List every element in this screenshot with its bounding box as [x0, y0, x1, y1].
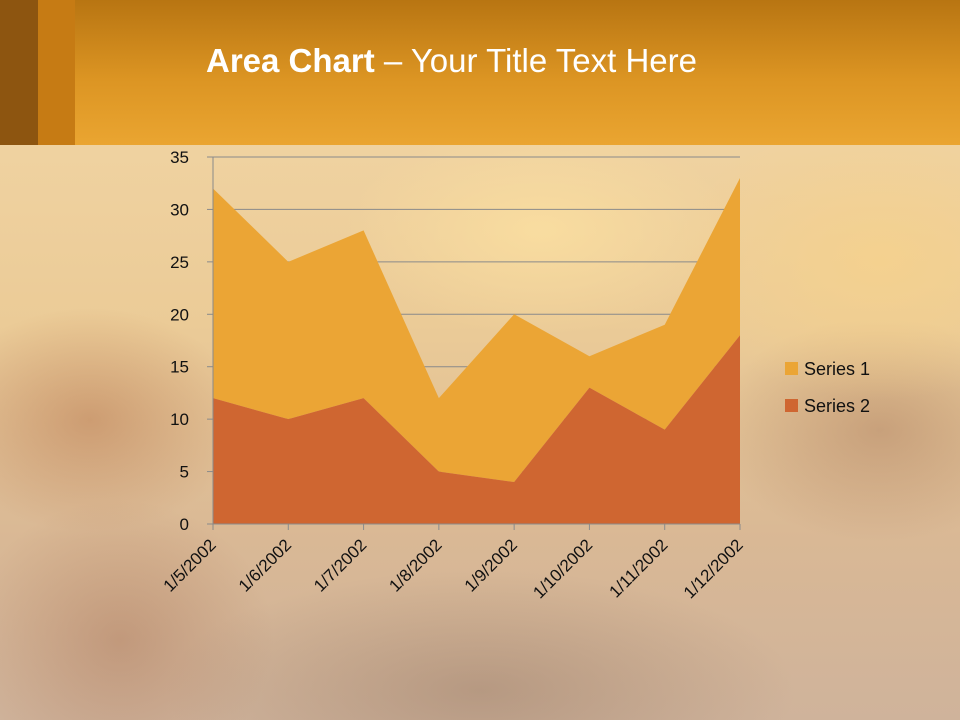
x-tick-label: 1/6/2002 [235, 535, 295, 595]
x-tick-label: 1/5/2002 [160, 535, 220, 595]
slide-title-rest: – Your Title Text Here [374, 42, 697, 79]
x-tick-label: 1/8/2002 [385, 535, 445, 595]
y-tick-label: 25 [170, 253, 189, 272]
header-accent-light [38, 0, 75, 145]
y-tick-label: 5 [180, 463, 189, 482]
x-tick-label: 1/10/2002 [529, 535, 596, 602]
header-band [0, 0, 960, 145]
series-1-area [213, 177, 740, 483]
x-tick-label: 1/7/2002 [310, 535, 370, 595]
y-tick-label: 30 [170, 200, 189, 219]
y-tick-label: 15 [170, 358, 189, 377]
x-tick-label: 1/12/2002 [680, 535, 747, 602]
header-accent-dark [0, 0, 38, 145]
slide-title-bold: Area Chart [206, 42, 375, 79]
series-2-area [213, 335, 740, 524]
x-tick-label: 1/11/2002 [606, 535, 672, 601]
legend-label-series-2: Series 2 [804, 396, 870, 416]
y-tick-label: 35 [170, 148, 189, 167]
legend-swatch-series-1 [785, 362, 798, 375]
y-tick-label: 0 [180, 515, 189, 534]
x-tick-label: 1/9/2002 [461, 535, 521, 595]
legend-swatch-series-2 [785, 399, 798, 412]
legend-label-series-1: Series 1 [804, 359, 870, 379]
slide-title: Area Chart – Your Title Text Here [206, 42, 697, 80]
y-tick-label: 20 [170, 305, 189, 324]
y-tick-label: 10 [170, 410, 189, 429]
